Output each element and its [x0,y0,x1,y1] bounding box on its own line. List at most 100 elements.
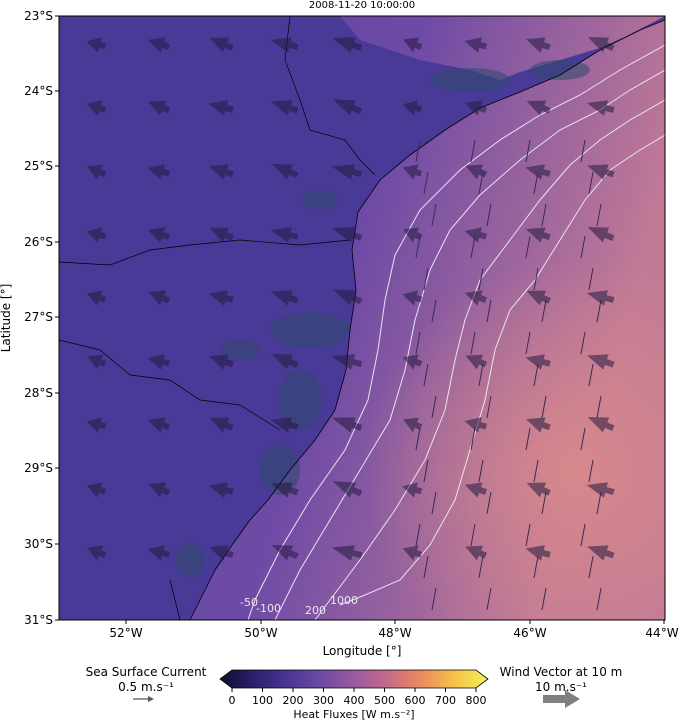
wind-arrow [271,354,299,370]
wind-legend: Wind Vector at 10 m 10 m.s⁻¹ [500,665,623,708]
map-frame [58,15,666,621]
current-arrow [415,523,421,547]
current-arrow [525,523,531,547]
wind-arrow [587,227,615,243]
wind-arrow [332,417,363,433]
current-arrow [533,459,539,483]
wind-arrow [525,164,551,180]
wind-arrow [147,417,171,433]
current-legend: Sea Surface Current 0.5 m.s⁻¹ [86,665,207,702]
wind-arrow [464,417,487,433]
current-arrow [470,331,476,355]
current-arrow [596,395,602,419]
wind-arrow [270,227,299,243]
map-title: 2008-11-20 10:00:00 [309,0,415,11]
wind-arrow [402,545,423,561]
wind-arrow [148,290,171,306]
wind-arrow [525,417,551,433]
wind-arrow [587,164,615,180]
land-vegetation-patches [175,60,590,578]
wind-arrow [87,545,107,561]
wind-arrow [525,354,551,370]
current-arrow [415,235,421,259]
current-arrow [533,171,539,195]
wind-legend-title: Wind Vector at 10 m [500,665,623,679]
wind-arrow [464,227,487,243]
wind-arrow [526,482,551,498]
current-legend-title: Sea Surface Current [86,665,207,679]
current-arrow [431,395,437,419]
current-arrow [486,587,492,611]
wind-arrow [587,545,615,561]
current-arrow [478,363,484,387]
wind-arrow [331,545,363,561]
colorbar-tick-label: 0 [229,694,236,707]
colorbar-tick-label: 300 [313,694,334,707]
wind-arrow [86,417,107,433]
wind-arrow [209,227,234,243]
current-arrow [580,427,586,451]
wind-arrow [465,545,488,561]
current-arrow [596,491,602,515]
current-arrow [470,427,476,451]
current-arrow [478,555,484,579]
current-arrow [533,363,539,387]
current-arrow [588,459,594,483]
wind-arrow [402,290,423,306]
wind-arrow [464,290,488,306]
wind-arrow [526,100,551,116]
current-arrow [525,427,531,451]
wind-arrow [525,37,551,53]
wind-arrow [208,482,234,498]
wind-arrow [403,37,423,53]
wind-arrow [148,100,171,116]
y-tick-label: 24°S [24,84,53,98]
current-arrow [588,555,594,579]
wind-arrow [208,164,234,180]
wind-arrow [86,482,107,498]
colorbar-tick-label: 500 [374,694,395,707]
current-arrow [533,555,539,579]
wind-arrow [86,100,107,116]
current-arrow [478,459,484,483]
wind-arrow [271,545,299,561]
current-arrow [596,203,602,227]
current-arrow [470,523,476,547]
current-arrow [525,331,531,355]
colorbar-tick-label: 700 [435,694,456,707]
current-arrow [580,523,586,547]
y-axis: 23°S 24°S 25°S 26°S 27°S 28°S 29°S 30°S … [0,9,59,627]
wind-arrow [464,100,488,116]
x-tick-label: 50°W [244,626,277,640]
current-arrow [541,395,547,419]
wind-arrow [271,164,299,180]
wind-vector-field [86,37,615,561]
coastline [189,19,665,620]
wind-arrow [209,417,234,433]
y-tick-label: 26°S [24,235,53,249]
current-arrow [486,395,492,419]
contour-label: 200 [305,604,326,617]
wind-arrow [208,545,234,561]
colorbar-tick-label: 400 [344,694,365,707]
current-arrow [580,139,586,163]
current-arrow [478,171,484,195]
state-borders [59,16,376,620]
wind-arrow [270,37,299,53]
current-arrow [423,363,429,387]
wind-arrow [87,164,107,180]
current-arrow [415,331,421,355]
wind-arrow [586,100,615,116]
wind-arrow [208,100,234,116]
wind-arrow [402,354,423,370]
wind-arrow [587,354,615,370]
current-arrow [486,491,492,515]
wind-arrow [147,227,171,243]
y-tick-label: 25°S [24,159,53,173]
wind-arrow [331,354,363,370]
current-arrow [588,171,594,195]
wind-arrow [147,545,170,561]
current-arrow [431,491,437,515]
wind-arrow [87,354,107,370]
